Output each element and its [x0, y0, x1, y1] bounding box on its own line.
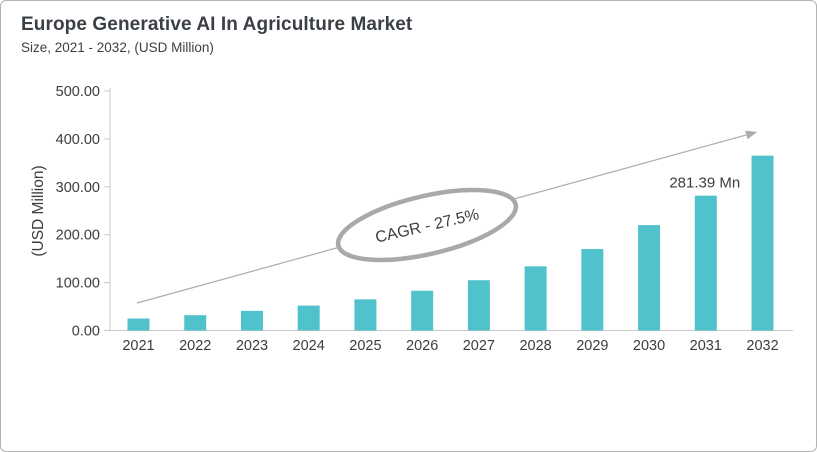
x-tick-label: 2025 [349, 338, 381, 354]
x-tick-label: 2028 [519, 338, 551, 354]
x-tick-label: 2029 [576, 338, 608, 354]
bar-2028 [524, 266, 547, 331]
bar-2031 [694, 195, 717, 331]
bar-2021 [127, 318, 150, 331]
trend-arrowhead-icon [745, 130, 757, 140]
x-tick-label: 2022 [179, 338, 211, 354]
bar-2024 [297, 305, 320, 331]
bar-value-label: 281.39 Mn [669, 175, 740, 192]
chart-title: Europe Generative AI In Agriculture Mark… [21, 14, 413, 35]
bar-2032 [751, 155, 774, 331]
bar-2030 [638, 225, 661, 331]
bar-2026 [411, 290, 434, 331]
bar-2022 [184, 315, 207, 331]
y-tick-label: 500.00 [56, 84, 100, 100]
bar-2029 [581, 249, 604, 331]
y-tick-label: 400.00 [56, 132, 100, 148]
x-tick-label: 2031 [690, 338, 722, 354]
y-tick-label: 200.00 [56, 228, 100, 244]
bar-2027 [467, 280, 490, 331]
cagr-ellipse [335, 187, 519, 263]
x-tick-label: 2024 [293, 338, 325, 354]
x-tick-label: 2032 [746, 338, 778, 354]
x-tick-label: 2026 [406, 338, 438, 354]
y-tick-label: 300.00 [56, 180, 100, 196]
y-tick-label: 100.00 [56, 276, 100, 292]
x-tick-label: 2021 [122, 338, 154, 354]
x-tick-label: 2030 [633, 338, 665, 354]
x-tick-label: 2023 [236, 338, 268, 354]
x-tick-label: 2027 [463, 338, 495, 354]
bar-2025 [354, 299, 377, 331]
chart-header: Europe Generative AI In Agriculture Mark… [21, 14, 412, 55]
chart-subtitle: Size, 2021 - 2032, (USD Million) [21, 40, 214, 55]
y-tick-label: 0.00 [72, 324, 100, 340]
bar-2023 [240, 310, 263, 331]
